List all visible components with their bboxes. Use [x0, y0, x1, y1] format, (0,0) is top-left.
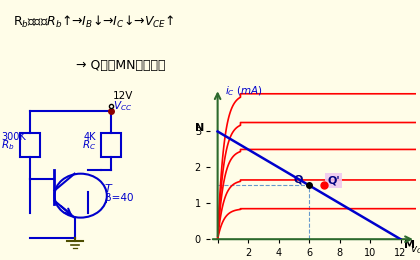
Text: 12V: 12V	[113, 91, 133, 101]
Text: V$_{CC}$: V$_{CC}$	[113, 100, 132, 113]
Text: N: N	[195, 124, 204, 133]
Text: Q: Q	[294, 174, 303, 185]
Bar	[101, 133, 121, 157]
Text: 4K: 4K	[84, 132, 96, 142]
Text: R$_C$: R$_C$	[81, 138, 96, 152]
Text: R$_b$: R$_b$	[1, 138, 15, 152]
Text: T: T	[105, 184, 112, 194]
Text: 300K: 300K	[1, 132, 26, 142]
Text: $i_C$ $(mA)$: $i_C$ $(mA)$	[225, 84, 263, 98]
Bar	[20, 133, 40, 157]
Text: M: M	[404, 240, 415, 250]
Text: R$_b$改变：$R_b$↑→$I_B$↓→$I_C$↓→$V_{CE}$↑: R$_b$改变：$R_b$↑→$I_B$↓→$I_C$↓→$V_{CE}$↑	[13, 14, 174, 30]
Text: $v_{CE}$: $v_{CE}$	[410, 244, 420, 256]
Text: β=40: β=40	[105, 193, 133, 203]
Text: → Q点沿MN向下移动: → Q点沿MN向下移动	[76, 59, 165, 72]
Text: Q': Q'	[327, 176, 340, 186]
